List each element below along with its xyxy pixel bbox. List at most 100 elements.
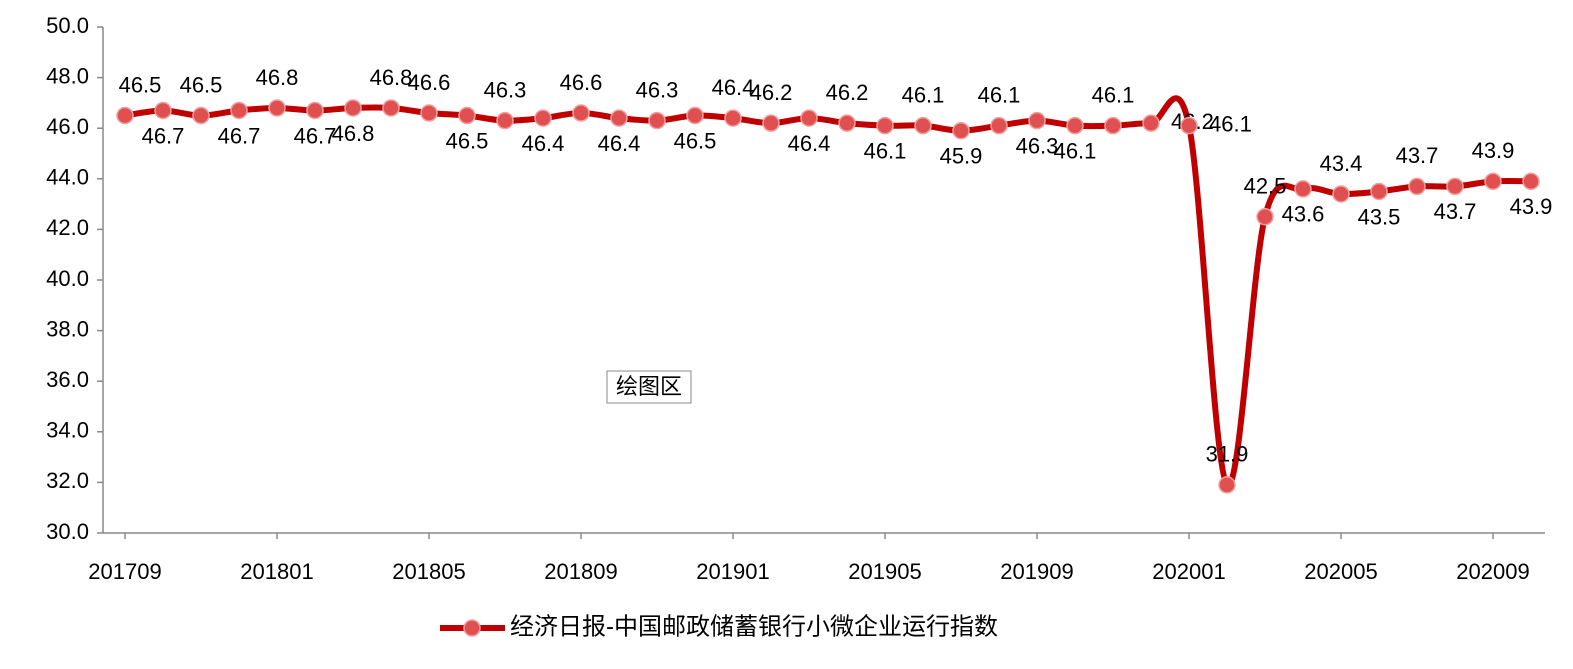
data-label: 43.5 xyxy=(1358,204,1401,229)
legend-label: 经济日报-中国邮政储蓄银行小微企业运行指数 xyxy=(510,613,998,640)
marker xyxy=(686,106,704,125)
y-tick-label: 30.0 xyxy=(46,519,89,544)
x-tick-label: 201901 xyxy=(696,559,769,584)
y-tick-label: 38.0 xyxy=(46,316,89,341)
data-label: 46.5 xyxy=(180,72,223,97)
x-tick-label: 202005 xyxy=(1304,559,1377,584)
marker xyxy=(1256,208,1274,226)
marker xyxy=(952,121,970,140)
y-tick-label: 40.0 xyxy=(46,266,89,291)
y-tick-label: 34.0 xyxy=(46,418,89,443)
plot: 30.0 32.0 34.0 36.0 38.0 40.0 42.0 44.0 46.0 48.0… xyxy=(46,13,1552,641)
data-label: 46.6 xyxy=(408,70,451,95)
marker xyxy=(1370,182,1388,201)
marker xyxy=(610,109,628,127)
marker xyxy=(268,99,286,117)
data-label: 43.6 xyxy=(1282,202,1325,227)
marker xyxy=(534,109,552,127)
data-label: 46.7 xyxy=(142,123,185,148)
y-tick-label: 48.0 xyxy=(46,63,89,88)
marker xyxy=(648,111,666,130)
marker xyxy=(306,101,324,120)
data-label: 46.3 xyxy=(636,77,679,102)
data-label: 46.5 xyxy=(446,128,489,153)
x-tick-label: 201805 xyxy=(392,559,465,584)
data-label: 46.8 xyxy=(332,121,375,146)
tooltip-text: 绘图区 xyxy=(616,374,682,399)
data-label: 46.3 xyxy=(484,77,527,102)
data-label: 46.4 xyxy=(522,131,565,156)
marker xyxy=(838,114,856,132)
data-label: 46.4 xyxy=(788,131,831,156)
y-tick-label: 42.0 xyxy=(46,215,89,240)
data-label: 46.1 xyxy=(978,82,1021,107)
y-tick-label: 44.0 xyxy=(46,165,89,190)
marker xyxy=(1066,116,1084,135)
data-label: 42.5 xyxy=(1244,174,1287,199)
x-tick-label: 201909 xyxy=(1000,559,1073,584)
x-tick-label: 201809 xyxy=(544,559,617,584)
data-label: 46.1 xyxy=(1054,138,1097,163)
tooltip: 绘图区 xyxy=(606,370,692,404)
data-label: 43.7 xyxy=(1434,199,1477,224)
marker xyxy=(1028,111,1046,130)
data-label: 46.4 xyxy=(598,131,641,156)
data-label: 46.1 xyxy=(1092,82,1135,107)
marker xyxy=(1408,177,1426,196)
marker xyxy=(154,101,172,120)
marker xyxy=(116,106,134,125)
data-label: 46.8 xyxy=(256,65,299,90)
data-label: 46.8 xyxy=(370,65,413,90)
marker xyxy=(192,106,210,125)
data-label: 46.5 xyxy=(674,128,717,153)
data-label: 46.1 xyxy=(902,82,945,107)
data-label: 46.1 xyxy=(1209,111,1252,136)
data-label: 43.4 xyxy=(1320,151,1363,176)
marker xyxy=(1142,114,1160,132)
marker xyxy=(914,116,932,135)
marker xyxy=(1484,172,1502,191)
data-label: 46.7 xyxy=(218,123,261,148)
data-label: 46.2 xyxy=(750,80,793,105)
data-label: 43.9 xyxy=(1472,138,1515,163)
tooltip-box xyxy=(606,370,692,404)
marker xyxy=(230,101,248,120)
marker xyxy=(990,116,1008,135)
marker xyxy=(1294,180,1312,198)
marker xyxy=(1446,177,1464,196)
marker xyxy=(1218,476,1236,494)
data-label: 46.3 xyxy=(1016,133,1059,158)
y-tick-label: 36.0 xyxy=(46,367,89,392)
marker xyxy=(1522,172,1540,191)
marker xyxy=(420,104,438,122)
data-label: 46.4 xyxy=(712,75,755,100)
x-tick-label: 202009 xyxy=(1456,559,1529,584)
marker xyxy=(800,109,818,127)
y-tick-label: 46.0 xyxy=(46,114,89,139)
x-tick-label: 201905 xyxy=(848,559,921,584)
marker xyxy=(1104,116,1122,135)
marker xyxy=(1180,116,1198,135)
x-tick-label: 201709 xyxy=(88,559,161,584)
data-label: 46.5 xyxy=(119,72,162,97)
marker xyxy=(382,99,400,117)
marker xyxy=(496,111,514,130)
marker xyxy=(1332,185,1350,203)
data-label: 43.7 xyxy=(1396,143,1439,168)
marker xyxy=(572,104,590,122)
marker xyxy=(724,109,742,127)
y-tick-label: 50.0 xyxy=(46,13,89,38)
marker xyxy=(458,106,476,125)
data-label: 46.6 xyxy=(560,70,603,95)
data-label: 31.9 xyxy=(1206,442,1249,467)
data-label: 46.2 xyxy=(826,80,869,105)
x-tick-label: 201801 xyxy=(240,559,313,584)
marker xyxy=(762,114,780,132)
legend-marker xyxy=(463,619,481,637)
data-label: 46.1 xyxy=(864,138,907,163)
data-label: 45.9 xyxy=(940,144,983,169)
data-label: 43.9 xyxy=(1510,194,1553,219)
data-label: 46.7 xyxy=(294,123,337,148)
